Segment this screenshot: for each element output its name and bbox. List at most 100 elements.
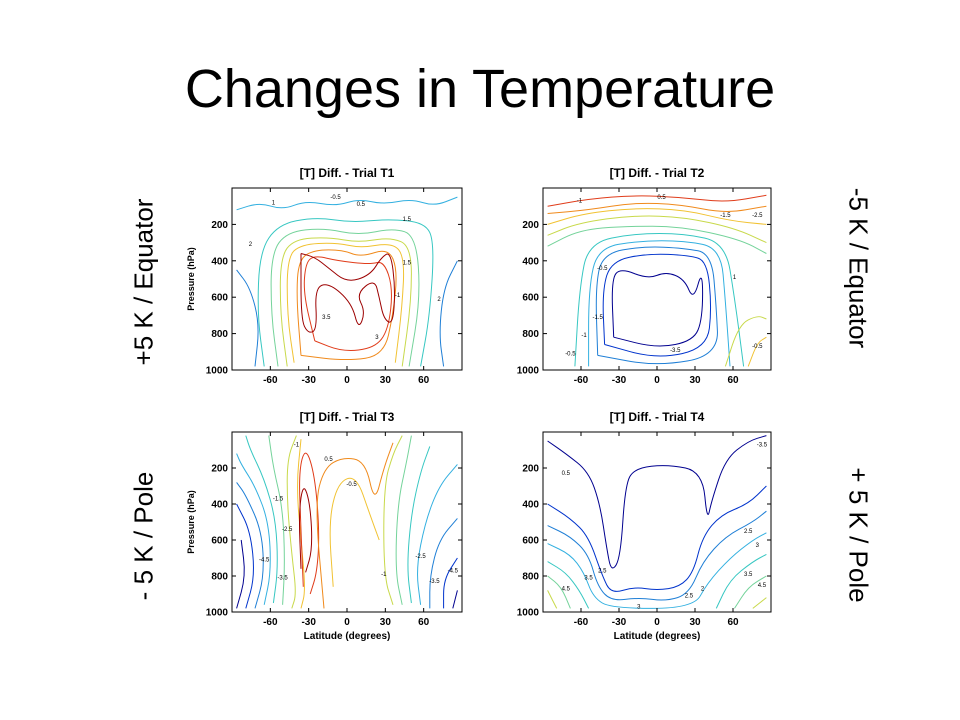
contour-label: 3 (756, 543, 760, 549)
contour-line (547, 225, 767, 254)
y-tick-label: 800 (522, 329, 539, 340)
contour-line (257, 218, 434, 367)
contour-line (734, 575, 767, 609)
x-tick-label: 0 (344, 375, 350, 386)
contour-label: -1 (381, 572, 387, 578)
contour-line (236, 539, 245, 609)
contour-line (270, 228, 420, 367)
y-tick-label: 800 (522, 572, 539, 583)
contour-label: 2.5 (744, 529, 753, 535)
contour-label: 2.5 (685, 594, 694, 600)
contour-label: -1.5 (273, 496, 284, 502)
y-axis-label: Pressure (hPa) (186, 490, 196, 554)
x-tick-label: -60 (263, 375, 278, 386)
contour-lines (236, 196, 458, 367)
contour-line (429, 518, 458, 609)
contour-label: -3.5 (277, 576, 288, 582)
contour-line (747, 336, 767, 367)
contour-line (724, 316, 767, 367)
contour-line (547, 590, 558, 609)
x-tick-label: 30 (689, 617, 701, 628)
contour-label: 1 (272, 200, 276, 206)
contour-label: -0.5 (346, 482, 357, 488)
y-tick-label: 400 (522, 256, 539, 267)
contour-label: 2 (437, 297, 441, 303)
x-axis-label: Latitude (degrees) (304, 631, 391, 642)
x-tick-label: 60 (418, 617, 430, 628)
contour-label: 4.5 (758, 583, 767, 589)
contour-line (547, 510, 767, 601)
contour-panel-4: 0.5 -3.5 2.5 3 3.5 4.5 4.5 3.5 2.5 3 2.5 2 -60 -30 0 30… (517, 410, 772, 642)
contour-line (296, 249, 397, 361)
contour-line (268, 435, 285, 605)
y-tick-label: 200 (211, 464, 228, 475)
contour-label: 0.5 (562, 471, 571, 477)
contour-label: -1.5 (593, 315, 604, 321)
contour-label: 3.5 (584, 576, 593, 582)
contour-label: 2 (249, 242, 253, 248)
contour-line (236, 503, 254, 609)
y-tick-label: 600 (522, 536, 539, 547)
x-tick-label: 0 (654, 375, 660, 386)
x-tick-label: 30 (380, 375, 392, 386)
contour-line (417, 464, 458, 605)
y-tick-label: 1000 (206, 608, 229, 619)
y-tick-label: 400 (211, 256, 228, 267)
y-tick-label: 1000 (517, 366, 540, 377)
y-tick-label: 400 (211, 500, 228, 511)
contour-label: -4.5 (448, 568, 459, 574)
contour-line (236, 269, 259, 367)
contour-line (298, 488, 313, 573)
y-axis-label: Pressure (hPa) (186, 247, 196, 311)
contour-label: 1 (733, 275, 737, 281)
contour-label: 0.5 (657, 195, 666, 201)
x-tick-label: -60 (263, 617, 278, 628)
contour-line (395, 435, 412, 605)
contour-line (439, 260, 458, 367)
contour-line (443, 557, 458, 609)
contour-line (547, 561, 590, 609)
contour-label: -1 (581, 333, 587, 339)
contour-line (452, 590, 458, 609)
contour-line (299, 452, 320, 595)
contour-label: 0.5 (324, 457, 333, 463)
contour-line (547, 202, 767, 214)
x-tick-label: 0 (654, 617, 660, 628)
contour-label: 1.5 (403, 260, 412, 266)
contour-label: 4.5 (562, 586, 571, 592)
x-tick-label: 60 (727, 375, 739, 386)
contour-label: 3.5 (744, 572, 753, 578)
y-tick-label: 600 (211, 293, 228, 304)
contour-line (329, 477, 380, 587)
panel-title: [T] Diff. - Trial T1 (300, 166, 395, 180)
contour-line (547, 208, 767, 225)
contour-label: -1 (294, 442, 300, 448)
contour-label: -0.5 (565, 351, 576, 357)
contour-label: -0.5 (752, 344, 763, 350)
contour-line (383, 435, 403, 605)
contour-label: 1.5 (403, 217, 412, 223)
y-tick-label: 800 (211, 329, 228, 340)
y-tick-label: 800 (211, 572, 228, 583)
contour-line (595, 246, 718, 365)
y-tick-label: 200 (522, 464, 539, 475)
contour-label: -3.5 (429, 579, 440, 585)
contour-label: -2.5 (282, 527, 293, 533)
x-tick-label: 0 (344, 617, 350, 628)
y-tick-label: 200 (211, 220, 228, 231)
contour-line (574, 232, 745, 367)
y-tick-label: 600 (522, 293, 539, 304)
contour-lines (547, 435, 767, 609)
contour-label: -1.5 (720, 213, 731, 219)
contour-line (300, 253, 396, 333)
contour-line (407, 446, 431, 604)
y-tick-label: 200 (522, 220, 539, 231)
x-tick-label: 60 (418, 375, 430, 386)
contour-line (547, 532, 767, 609)
contour-lines (547, 194, 767, 367)
contour-label: -2.5 (752, 213, 763, 219)
x-tick-label: -60 (574, 375, 589, 386)
contour-label: -4.5 (259, 558, 270, 564)
contour-line (547, 194, 767, 207)
